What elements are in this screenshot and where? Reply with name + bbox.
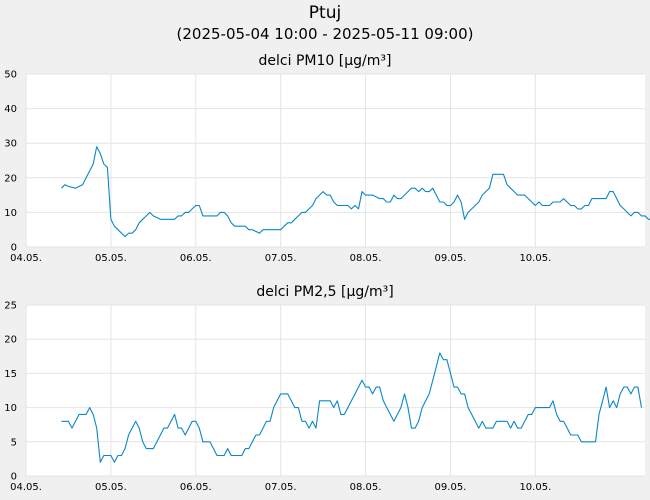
chart-title: delci PM2,5 [µg/m³] bbox=[256, 284, 393, 300]
y-tick-label: 25 bbox=[4, 301, 17, 312]
x-tick-label: 05.05. bbox=[95, 482, 127, 493]
y-tick-label: 50 bbox=[4, 70, 17, 81]
x-tick-label: 05.05. bbox=[95, 253, 127, 264]
y-tick-label: 0 bbox=[11, 472, 17, 483]
series-line-1 bbox=[61, 352, 643, 463]
x-tick-label: 06.05. bbox=[180, 253, 212, 264]
y-tick-label: 0 bbox=[11, 243, 17, 254]
y-tick-label: 10 bbox=[4, 403, 17, 414]
page-title: Ptuj bbox=[308, 3, 342, 23]
x-tick-label: 04.05. bbox=[10, 253, 42, 264]
y-tick-label: 30 bbox=[4, 139, 17, 150]
x-tick-label: 04.05. bbox=[10, 482, 42, 493]
series-line-1 bbox=[61, 146, 650, 238]
plot-area bbox=[26, 305, 645, 476]
y-tick-label: 40 bbox=[4, 104, 17, 115]
chart-title: delci PM10 [µg/m³] bbox=[259, 53, 392, 69]
x-tick-label: 09.05. bbox=[435, 253, 467, 264]
x-tick-label: 07.05. bbox=[265, 482, 297, 493]
x-tick-label: 08.05. bbox=[350, 482, 382, 493]
y-tick-label: 15 bbox=[4, 369, 17, 380]
date-range-subtitle: (2025-05-04 10:00 - 2025-05-11 09:00) bbox=[176, 25, 474, 43]
x-tick-label: 10.05. bbox=[519, 482, 551, 493]
chart-panel-1: delci PM10 [µg/m³] 0 10 20 30 40 50 04.05. 05.05… bbox=[4, 53, 650, 264]
x-tick-label: 06.05. bbox=[180, 482, 212, 493]
x-tick-label: 10.05. bbox=[519, 253, 551, 264]
x-tick-label: 07.05. bbox=[265, 253, 297, 264]
x-tick-label: 09.05. bbox=[435, 482, 467, 493]
y-tick-label: 10 bbox=[4, 208, 17, 219]
x-tick-label: 08.05. bbox=[350, 253, 382, 264]
y-tick-label: 20 bbox=[4, 335, 17, 346]
y-tick-label: 20 bbox=[4, 173, 17, 184]
plot-area bbox=[26, 74, 645, 247]
chart-panel-2: delci PM2,5 [µg/m³] 0 5 10 15 20 25 04.05. 05.05… bbox=[4, 284, 645, 493]
y-tick-label: 5 bbox=[11, 437, 17, 448]
